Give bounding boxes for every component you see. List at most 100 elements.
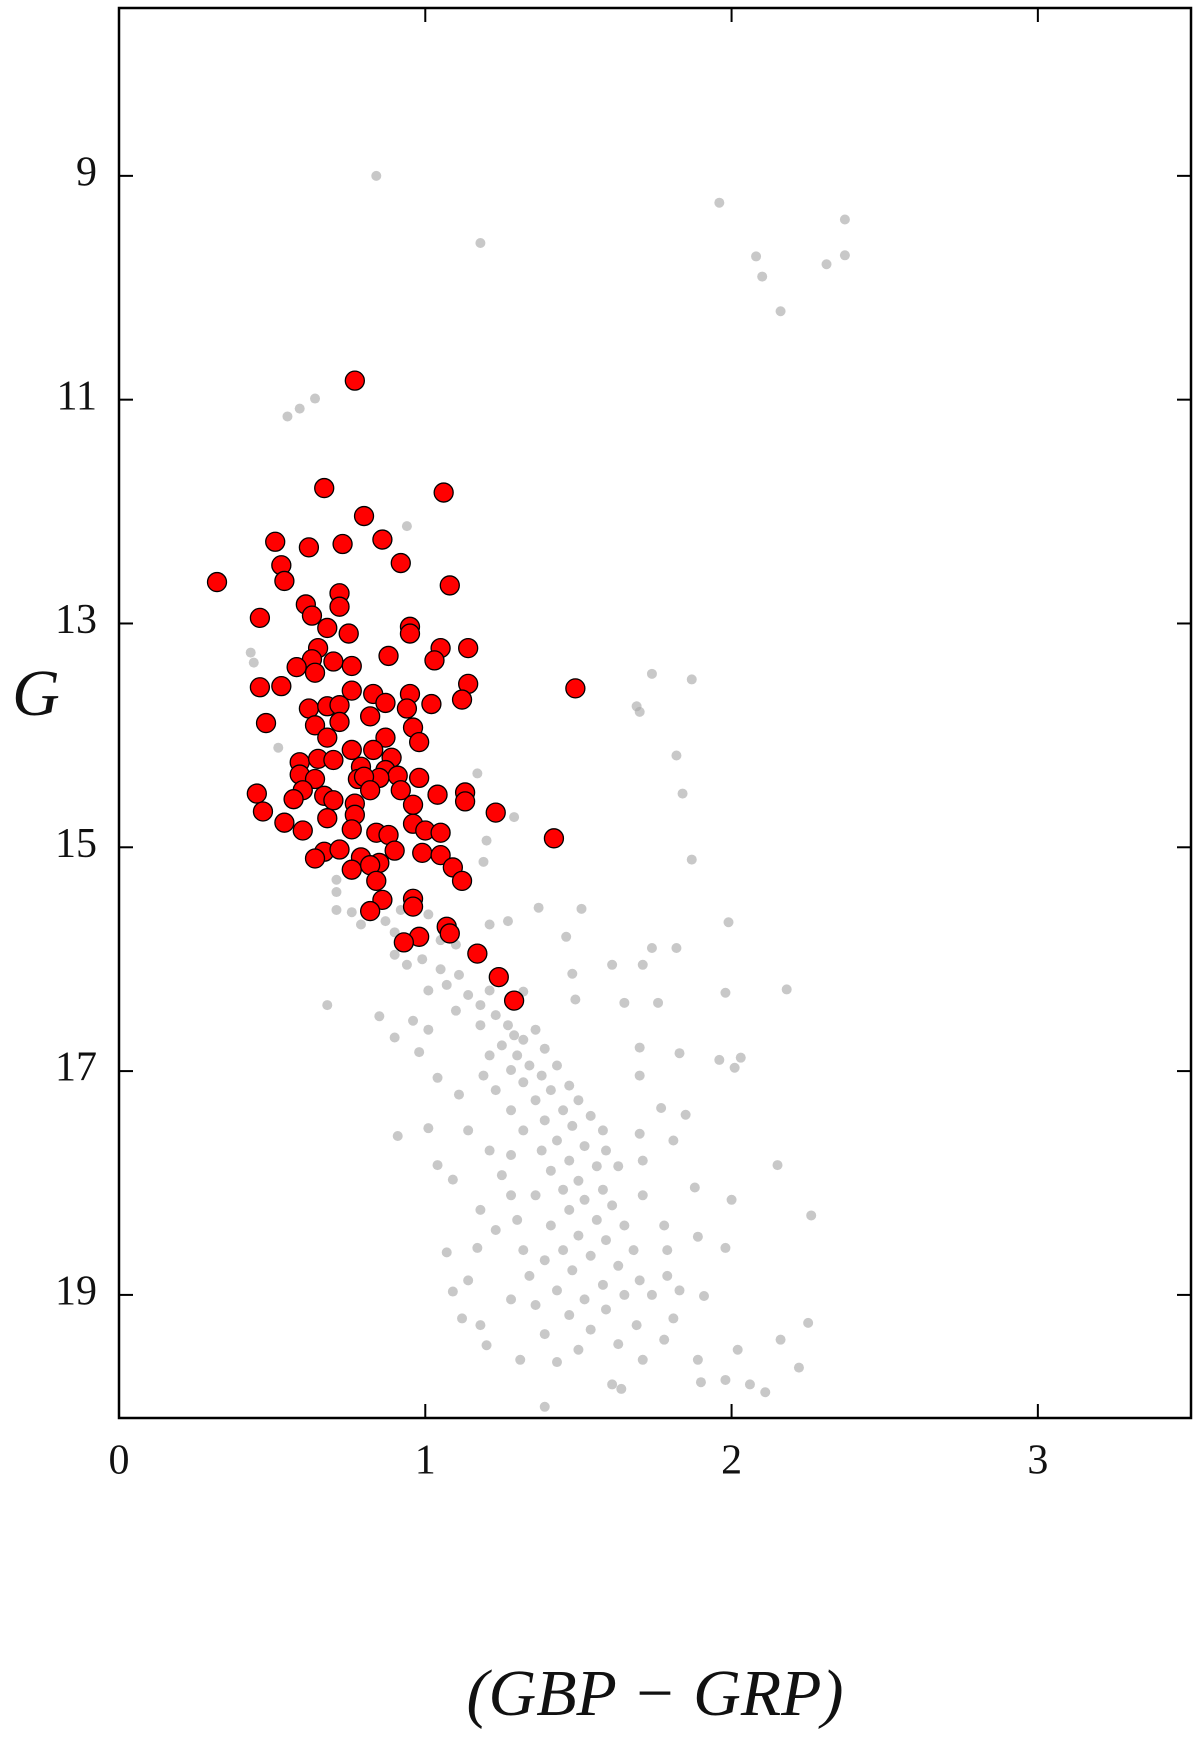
field-star [732,1344,743,1355]
field-star [619,1289,630,1300]
field-star [545,1220,556,1231]
member-star [206,571,228,593]
field-star [631,1320,642,1331]
member-star [384,840,405,861]
field-star [389,1032,400,1043]
y-tick-label: 17 [55,1045,97,1091]
member-star [409,767,430,789]
field-star [668,1313,679,1324]
field-star [757,271,768,282]
field-star [490,1225,501,1235]
field-star [634,1042,645,1053]
field-star [355,919,366,930]
field-star [453,969,464,980]
field-star [680,1109,691,1120]
field-star [423,985,434,996]
field-star [506,1105,517,1116]
member-star [543,828,565,849]
field-star [371,170,382,181]
field-star [613,1260,624,1271]
field-star [539,1255,550,1266]
field-star [723,917,734,928]
member-star [304,848,326,869]
field-star [659,1334,670,1345]
field-star [463,990,474,1000]
field-star [401,959,412,970]
field-star [533,902,544,913]
field-star [671,750,682,761]
field-star [597,1125,608,1136]
field-star [637,1354,648,1365]
member-star [252,801,274,822]
field-star [408,1015,419,1026]
field-star [484,1145,495,1156]
member-star [421,693,442,715]
member-star [451,870,473,892]
member-star [451,689,473,710]
field-star [481,835,492,846]
member-star [341,739,362,761]
member-star [396,698,418,719]
member-star [274,570,295,592]
field-star [806,1210,817,1221]
field-star [674,1285,685,1296]
field-star [401,521,412,532]
field-star [310,393,321,404]
field-star [374,1011,385,1022]
field-star [515,1354,526,1365]
member-star [402,794,424,815]
field-star [551,1285,562,1296]
field-star [435,964,446,975]
member-star [255,712,277,734]
field-star [551,1357,562,1368]
field-star [714,197,725,208]
field-star [502,1020,513,1031]
field-star [536,1145,547,1156]
member-star [274,812,295,833]
field-star [579,1194,590,1205]
field-star [539,1043,550,1054]
field-star [539,1329,550,1340]
member-star [503,990,525,1011]
field-star [282,411,293,422]
field-star [579,1294,590,1305]
field-star [331,874,342,885]
field-star [686,854,697,865]
field-star [646,1289,657,1300]
member-star [246,783,267,804]
field-star [506,1150,517,1161]
member-star [329,711,350,733]
field-star [659,1220,670,1231]
member-star [298,537,320,558]
field-star [699,1291,710,1302]
field-star [674,1048,685,1059]
field-star [478,856,489,867]
field-star [423,1024,434,1035]
member-star [249,677,271,698]
field-star [628,1245,639,1256]
field-star [509,812,520,823]
field-star [539,1401,550,1412]
field-star [637,1155,648,1166]
field-star [484,985,495,996]
field-star [597,1184,608,1195]
member-star [341,655,362,677]
member-star [393,932,414,953]
member-star [353,505,375,527]
field-star [619,1220,630,1231]
field-star [450,1005,461,1016]
member-star [341,680,362,701]
field-star [634,706,645,717]
field-star [591,1161,602,1172]
field-star [597,1279,608,1290]
member-star [314,477,335,499]
field-star [506,1294,517,1305]
member-star [304,662,326,683]
field-star [389,949,400,960]
field-star [441,1247,452,1258]
field-star [457,1313,468,1324]
field-star [392,1131,403,1141]
member-star [323,790,344,811]
field-star [714,1054,725,1065]
